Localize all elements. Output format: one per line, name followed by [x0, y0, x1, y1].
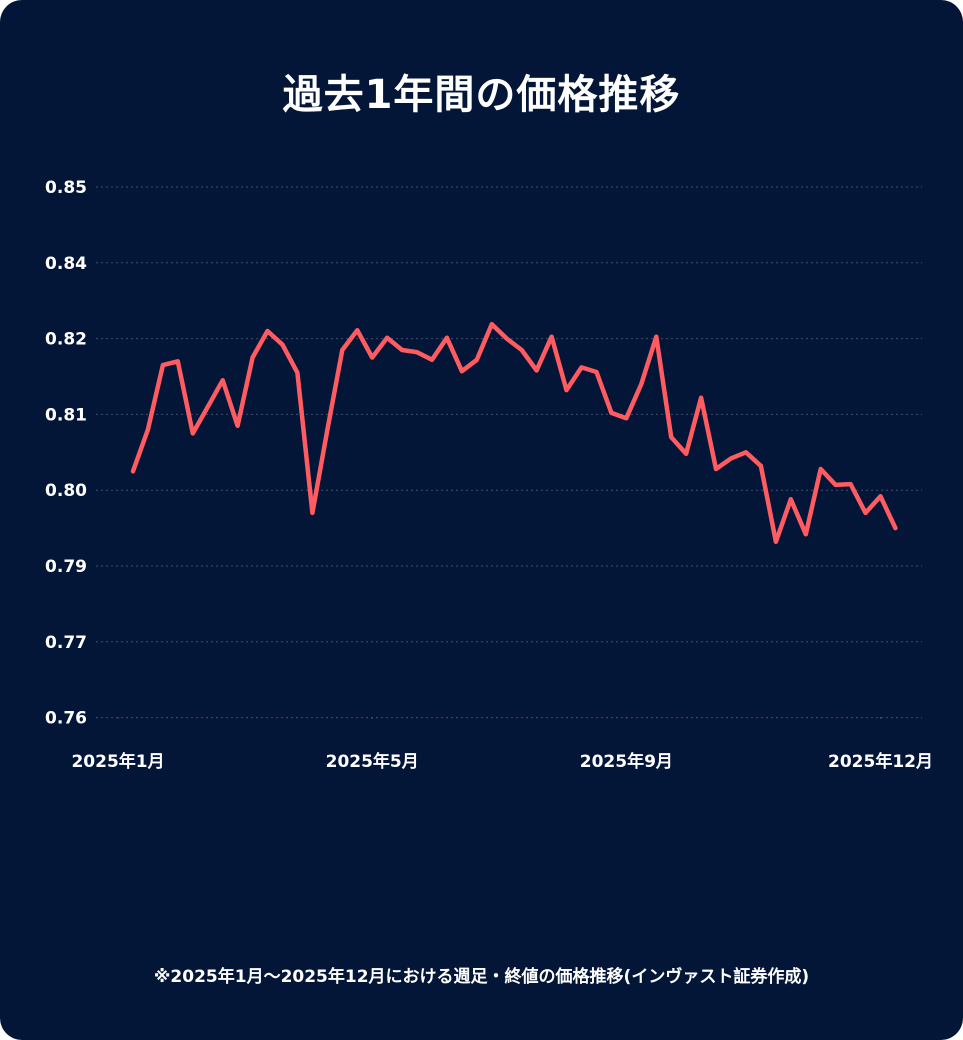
data-point — [758, 463, 763, 468]
data-point — [325, 427, 330, 432]
data-point — [235, 423, 240, 428]
data-point — [415, 350, 420, 355]
gridlines — [96, 186, 922, 719]
data-point — [893, 526, 898, 531]
y-tick-label: 0.82 — [45, 330, 87, 350]
data-point — [474, 357, 479, 362]
data-point — [833, 482, 838, 487]
y-tick-label: 0.77 — [45, 633, 87, 653]
data-point — [699, 395, 704, 400]
x-tick-label: 2025年9月 — [580, 751, 673, 772]
data-point — [788, 497, 793, 502]
data-point — [564, 388, 569, 393]
chart-title: 過去1年間の価格推移 — [282, 72, 681, 118]
data-point — [624, 416, 629, 421]
data-point — [370, 355, 375, 360]
data-point — [639, 382, 644, 387]
data-point — [579, 365, 584, 370]
data-point — [175, 359, 180, 364]
y-tick-label: 0.84 — [45, 254, 87, 274]
data-point — [594, 370, 599, 374]
data-point — [504, 336, 509, 341]
data-point — [205, 404, 210, 409]
data-point — [459, 369, 464, 374]
data-point — [654, 334, 659, 339]
data-point — [160, 363, 165, 368]
y-tick-label: 0.76 — [45, 709, 87, 729]
data-point — [355, 328, 360, 333]
data-point — [340, 348, 345, 352]
data-point — [145, 427, 150, 432]
data-point — [669, 435, 674, 440]
data-point — [400, 348, 405, 352]
data-point — [220, 378, 225, 383]
y-axis-ticks: 0.85 0.84 0.82 0.81 0.80 0.79 0.77 0.76 — [45, 178, 87, 729]
data-point — [190, 431, 195, 436]
data-point — [549, 334, 554, 339]
data-point — [489, 322, 494, 327]
data-point — [803, 532, 808, 537]
data-point — [280, 342, 285, 347]
data-point — [848, 482, 853, 487]
series-line — [130, 321, 898, 544]
data-point — [519, 348, 524, 352]
data-point — [863, 510, 868, 515]
data-point — [131, 469, 135, 474]
data-point — [818, 467, 823, 471]
y-tick-label: 0.85 — [45, 178, 87, 198]
data-point — [310, 510, 315, 515]
x-tick-label: 2025年1月 — [71, 751, 164, 772]
data-point — [684, 451, 689, 456]
data-point — [385, 335, 390, 340]
data-point — [609, 410, 614, 415]
x-tick-label: 2025年12月 — [828, 751, 933, 772]
y-tick-label: 0.79 — [45, 557, 87, 577]
data-point — [773, 539, 778, 544]
x-axis-ticks: 2025年1月 2025年5月 2025年9月 2025年12月 — [71, 717, 933, 772]
data-point — [878, 494, 883, 499]
data-point — [534, 368, 539, 373]
data-point — [295, 370, 300, 375]
y-tick-label: 0.81 — [45, 405, 87, 425]
series — [130, 321, 898, 544]
data-point — [729, 456, 733, 461]
source-footnote: ※2025年1月～2025年12月における週足・終値の価格推移(インヴァスト証券… — [153, 967, 810, 987]
data-point — [743, 450, 748, 455]
data-point — [714, 467, 718, 471]
data-point — [250, 355, 255, 360]
data-point — [265, 329, 270, 333]
x-tick-label: 2025年5月 — [326, 751, 419, 772]
y-tick-label: 0.80 — [45, 481, 87, 501]
data-point — [444, 335, 449, 340]
data-point — [430, 357, 434, 362]
